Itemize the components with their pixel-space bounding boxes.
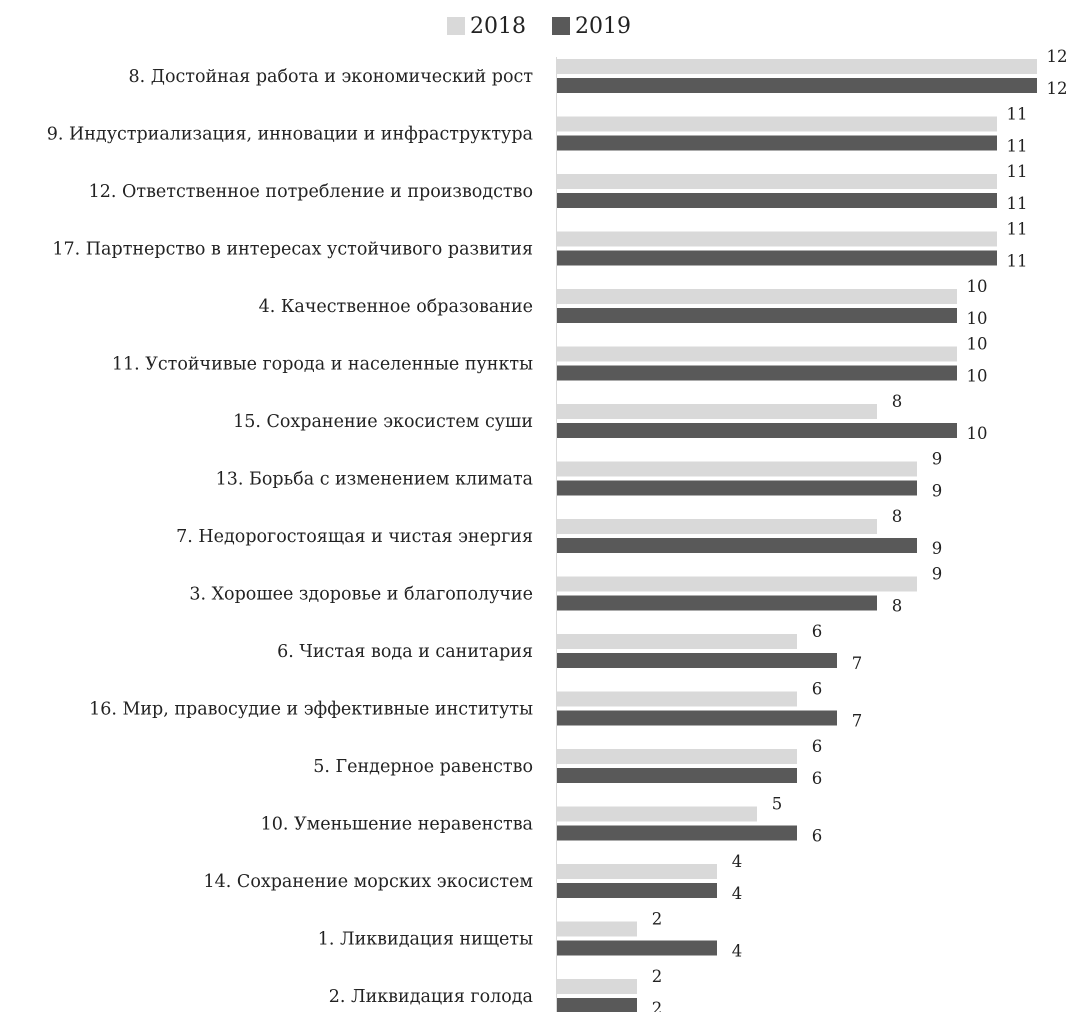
value-label-2018: 11 — [1007, 105, 1028, 124]
bar-2019 — [557, 653, 837, 668]
bar-2018 — [557, 346, 957, 362]
category-label: 3. Хорошее здоровье и благополучие — [189, 585, 533, 605]
category-label: 5. Гендерное равенство — [313, 757, 533, 777]
bar-2018 — [557, 116, 997, 132]
chart-legend: 2018 2019 — [0, 9, 1078, 43]
category-label: 12. Ответственное потребление и производ… — [89, 182, 533, 202]
value-label-2018: 11 — [1007, 162, 1028, 181]
value-label-2018: 6 — [812, 680, 823, 699]
bar-2019 — [557, 135, 997, 151]
bar-2018 — [557, 461, 917, 477]
value-label-2019: 11 — [1007, 252, 1028, 271]
value-label-2018: 2 — [652, 910, 663, 929]
category-label: 9. Индустриализация, инновации и инфраст… — [47, 125, 533, 145]
bar-2019 — [557, 423, 957, 438]
bar-2019 — [557, 595, 877, 611]
value-label-2019: 6 — [812, 827, 823, 846]
value-label-2018: 8 — [892, 392, 903, 411]
value-label-2019: 12 — [1047, 79, 1068, 98]
value-label-2019: 10 — [967, 367, 988, 386]
value-label-2018: 8 — [892, 507, 903, 526]
value-label-2018: 4 — [732, 852, 743, 871]
value-label-2019: 10 — [967, 424, 988, 443]
bar-2019 — [557, 538, 917, 553]
bar-2019 — [557, 308, 957, 323]
value-label-2019: 11 — [1007, 137, 1028, 156]
category-label: 10. Уменьшение неравенства — [261, 815, 533, 835]
bar-2019 — [557, 710, 837, 726]
bar-2018 — [557, 231, 997, 247]
bar-2018 — [557, 806, 757, 822]
legend-item-2019: 2019 — [552, 14, 631, 39]
value-label-2018: 5 — [772, 795, 783, 814]
bar-2019 — [557, 365, 957, 381]
bar-2018 — [557, 979, 637, 994]
legend-label-2018: 2018 — [470, 13, 526, 39]
category-label: 7. Недорогостоящая и чистая энергия — [176, 527, 533, 547]
value-label-2019: 2 — [652, 999, 663, 1012]
bar-2018 — [557, 921, 637, 937]
bar-2019 — [557, 250, 997, 266]
category-label: 2. Ликвидация голода — [329, 987, 533, 1007]
bar-2018 — [557, 289, 957, 304]
category-label: 1. Ликвидация нищеты — [318, 930, 533, 950]
value-label-2018: 9 — [932, 450, 943, 469]
value-label-2018: 12 — [1047, 47, 1068, 66]
bar-2018 — [557, 519, 877, 534]
legend-label-2019: 2019 — [575, 13, 631, 39]
value-label-2019: 11 — [1007, 194, 1028, 213]
value-label-2018: 10 — [967, 277, 988, 296]
value-label-2019: 4 — [732, 942, 743, 961]
bar-2018 — [557, 59, 1037, 74]
category-label: 16. Мир, правосудие и эффективные инстит… — [89, 700, 533, 720]
category-label: 14. Сохранение морских экосистем — [204, 872, 533, 892]
bar-2018 — [557, 404, 877, 419]
value-label-2019: 6 — [812, 769, 823, 788]
bar-2018 — [557, 749, 797, 764]
bar-2018 — [557, 634, 797, 649]
bar-2018 — [557, 691, 797, 707]
legend-swatch-2019 — [552, 17, 570, 35]
value-label-2019: 9 — [932, 482, 943, 501]
value-label-2018: 6 — [812, 737, 823, 756]
bar-2018 — [557, 576, 917, 592]
legend-swatch-2018 — [447, 17, 465, 35]
value-label-2019: 7 — [852, 654, 863, 673]
category-label: 17. Партнерство в интересах устойчивого … — [52, 240, 533, 260]
value-label-2018: 10 — [967, 335, 988, 354]
bar-2019 — [557, 193, 997, 208]
category-label: 8. Достойная работа и экономический рост — [128, 67, 533, 87]
value-label-2019: 10 — [967, 309, 988, 328]
bar-2019 — [557, 883, 717, 898]
bar-2019 — [557, 825, 797, 841]
bar-2019 — [557, 78, 1037, 93]
category-label: 6. Чистая вода и санитария — [277, 642, 533, 662]
bar-2018 — [557, 864, 717, 879]
value-label-2019: 7 — [852, 712, 863, 731]
category-label: 11. Устойчивые города и населенные пункт… — [112, 355, 533, 375]
bar-2019 — [557, 768, 797, 783]
bar-2019 — [557, 998, 637, 1012]
value-label-2018: 11 — [1007, 220, 1028, 239]
value-label-2019: 8 — [892, 597, 903, 616]
category-label: 15. Сохранение экосистем суши — [233, 412, 533, 432]
value-label-2018: 9 — [932, 565, 943, 584]
value-label-2019: 9 — [932, 539, 943, 558]
bar-2018 — [557, 174, 997, 189]
value-label-2018: 2 — [652, 967, 663, 986]
bar-2019 — [557, 940, 717, 956]
value-label-2018: 6 — [812, 622, 823, 641]
category-label: 4. Качественное образование — [259, 297, 533, 317]
value-label-2019: 4 — [732, 884, 743, 903]
category-label: 13. Борьба с изменением климата — [216, 470, 533, 490]
bar-2019 — [557, 480, 917, 496]
legend-item-2018: 2018 — [447, 14, 526, 39]
